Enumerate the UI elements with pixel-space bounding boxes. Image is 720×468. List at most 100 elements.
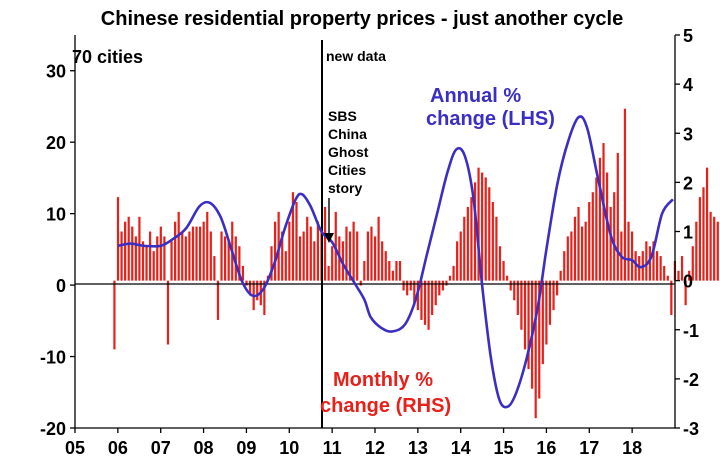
monthly-bar (202, 221, 205, 281)
monthly-bar (573, 216, 577, 281)
left-axis-ticks: -20 -10 0 10 20 30 (40, 62, 75, 439)
monthly-bar (463, 216, 466, 281)
sbs-story-annotation: SBS China Ghost Cities story (328, 108, 369, 196)
monthly-bar (506, 275, 509, 281)
x-tick-label: 07 (151, 438, 171, 458)
monthly-bar (348, 231, 352, 281)
monthly-bar (116, 197, 120, 281)
monthly-bar (398, 260, 402, 281)
x-tick-label: 08 (194, 438, 214, 458)
monthly-bar (273, 221, 277, 281)
monthly-bar (216, 280, 220, 320)
monthly-bar (316, 221, 320, 281)
monthly-bar (577, 206, 580, 281)
monthly-bar (702, 187, 705, 281)
monthly-bar (659, 256, 662, 281)
monthly-bar (373, 236, 377, 281)
monthly-bar (705, 167, 709, 281)
right-tick-label: -3 (683, 419, 699, 439)
monthly-bar (602, 143, 605, 281)
monthly-bar (491, 202, 494, 281)
monthly-bar (541, 280, 544, 365)
monthly-bar (138, 216, 141, 281)
monthly-bar (584, 221, 587, 281)
monthly-bar (534, 280, 537, 419)
monthly-bar (448, 275, 452, 281)
monthly-bar (256, 280, 259, 301)
monthly-bar (413, 280, 416, 306)
monthly-bar (363, 260, 366, 281)
monthly-bar (627, 221, 630, 281)
monthly-bar (199, 226, 202, 281)
right-axis-ticks: -3 -2 -1 0 1 2 3 4 5 (675, 26, 699, 439)
left-tick-label: -10 (40, 348, 66, 368)
monthly-bar (456, 241, 459, 281)
monthly-bar (195, 226, 198, 281)
monthly-bar (516, 280, 519, 316)
monthly-bar (177, 211, 180, 281)
monthly-bar (523, 280, 527, 350)
monthly-bar (141, 241, 145, 281)
monthly-bar (431, 280, 434, 316)
monthly-bar (477, 167, 480, 281)
x-tick-label: 14 (451, 438, 471, 458)
monthly-bar (170, 241, 173, 281)
monthly-bar (156, 236, 159, 281)
right-tick-label: 4 (683, 75, 693, 95)
monthly-bar (663, 265, 666, 281)
monthly-bar (452, 265, 455, 281)
monthly-bar (716, 221, 719, 281)
left-tick-label: 0 (56, 276, 66, 296)
monthly-bar (623, 108, 627, 281)
monthly-bar (645, 241, 648, 281)
monthly-bar (356, 231, 359, 281)
monthly-bar (188, 231, 191, 281)
monthly-bar (484, 177, 487, 281)
right-tick-label: 0 (683, 272, 693, 292)
monthly-bar (652, 241, 655, 281)
monthly-bar (391, 270, 394, 281)
monthly-bar (630, 231, 634, 281)
monthly-bar (384, 251, 387, 281)
monthly-bar (402, 280, 405, 291)
annual-label-line-1: Annual % (430, 85, 521, 107)
monthly-bar (291, 192, 295, 281)
monthly-bar (388, 260, 391, 281)
monthly-bar (191, 226, 195, 281)
monthly-bar (248, 280, 252, 296)
monthly-bar (145, 246, 148, 281)
monthly-bar (345, 226, 348, 281)
chart-subtitle: 70 cities (72, 47, 143, 67)
monthly-bar (313, 241, 316, 281)
monthly-bar (241, 265, 245, 281)
monthly-bar (327, 265, 330, 281)
x-tick-label: 17 (579, 438, 599, 458)
monthly-bar (409, 280, 412, 291)
monthly-bar (234, 236, 237, 281)
monthly-bar (580, 226, 584, 281)
monthly-bar (263, 280, 266, 316)
monthly-bar (616, 152, 619, 281)
monthly-bar (370, 226, 373, 281)
monthly-bar (713, 216, 716, 281)
monthly-bar (223, 236, 227, 281)
monthly-bar (434, 280, 437, 306)
monthly-bar (124, 221, 127, 281)
monthly-bar (495, 216, 498, 281)
monthly-bar (377, 216, 380, 281)
monthly-label-line-1: Monthly % (333, 369, 433, 391)
monthly-bar (220, 231, 223, 281)
monthly-bar (466, 206, 469, 281)
right-tick-label: 5 (683, 26, 693, 46)
monthly-bar (591, 192, 594, 281)
monthly-bar (470, 197, 473, 281)
monthly-bar (638, 256, 641, 281)
right-tick-label: -2 (683, 370, 699, 390)
monthly-bar (695, 221, 698, 281)
x-tick-label: 06 (108, 438, 128, 458)
monthly-bar (688, 270, 691, 281)
x-tick-label: 15 (494, 438, 514, 458)
right-tick-label: 3 (683, 124, 693, 144)
chart-title: Chinese residential property prices - ju… (101, 8, 623, 30)
